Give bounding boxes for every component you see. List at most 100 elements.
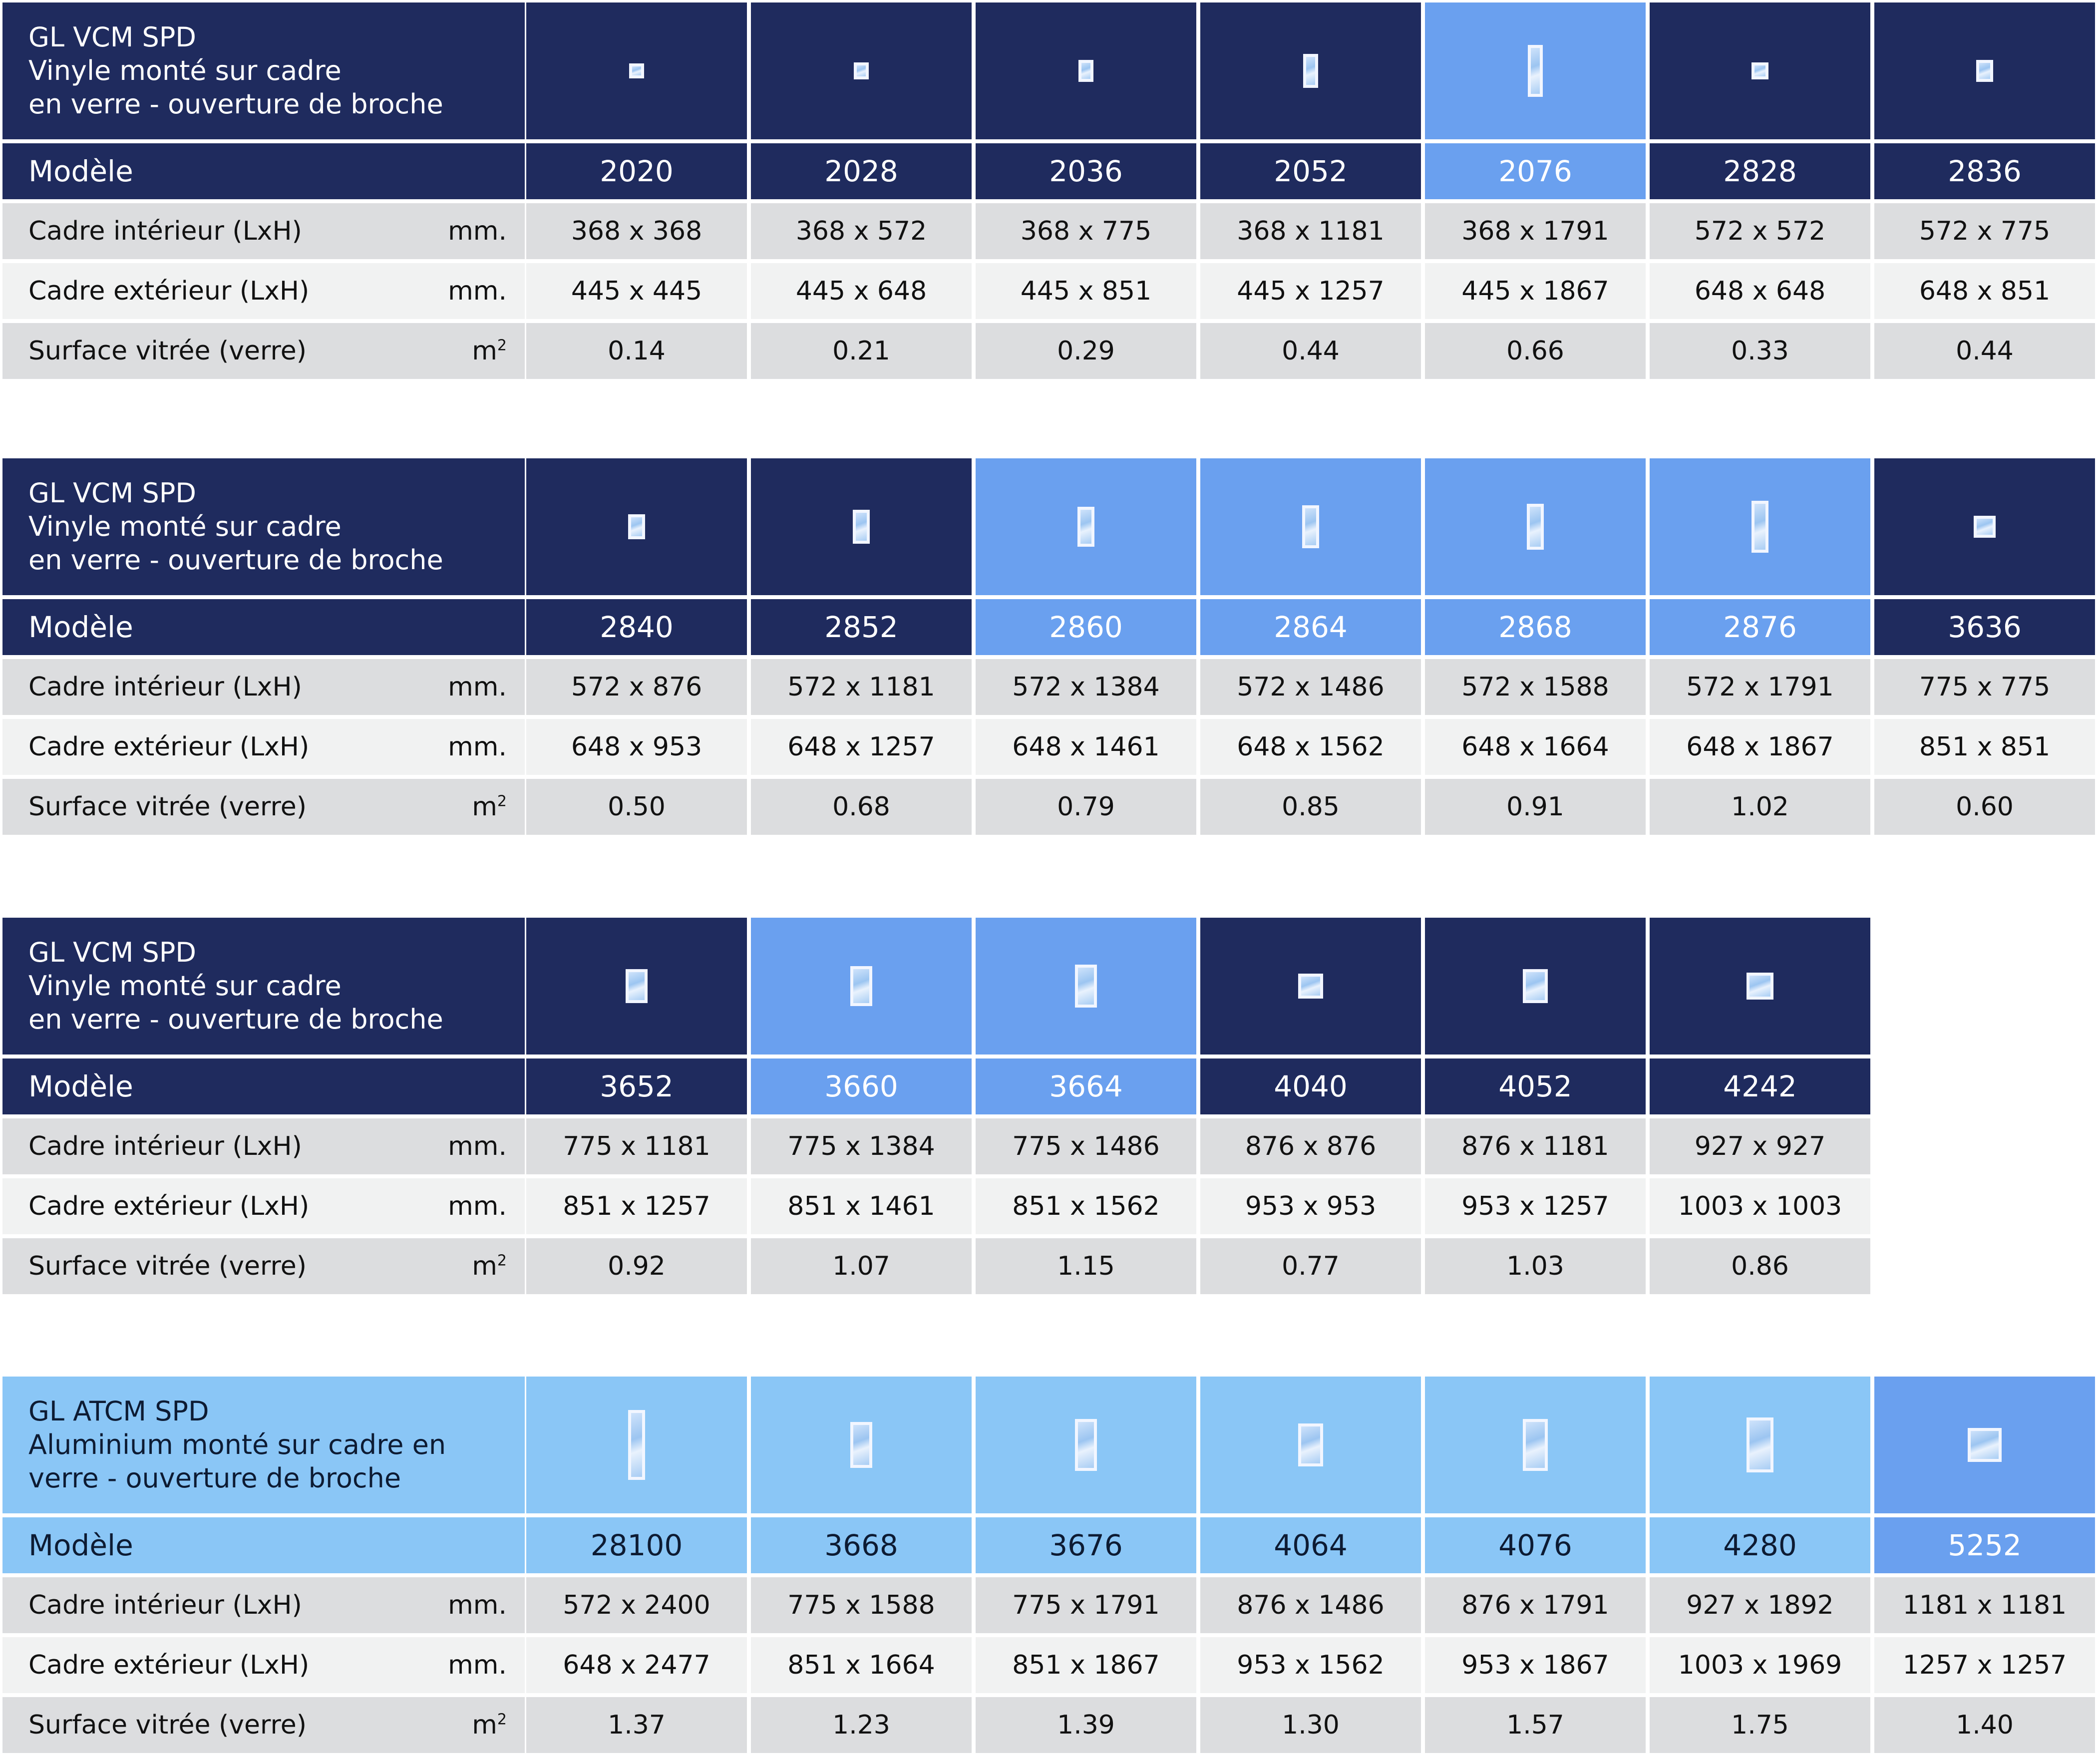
model-number: 3636 <box>1874 599 2095 655</box>
model-number: 2860 <box>976 599 1196 655</box>
window-icon <box>1973 515 1996 538</box>
row-label-text: Surface vitrée (verre) <box>28 336 307 366</box>
window-icon <box>1527 503 1544 550</box>
row-label-text: Cadre extérieur (LxH) <box>28 276 310 306</box>
value-inner: 572 x 572 <box>1650 203 1870 259</box>
row-label-text: Cadre extérieur (LxH) <box>28 1650 310 1680</box>
row-label-text: Cadre intérieur (LxH) <box>28 1131 302 1161</box>
model-number: 2868 <box>1425 599 1646 655</box>
window-icon <box>1751 62 1768 79</box>
window-icon <box>1747 1417 1773 1472</box>
unit-text: m <box>472 1710 497 1740</box>
value-outer: 953 x 1867 <box>1425 1637 1646 1693</box>
value-outer: 648 x 851 <box>1874 263 2095 319</box>
value-outer: 648 x 2477 <box>526 1637 747 1693</box>
value-outer: 953 x 1562 <box>1200 1637 1421 1693</box>
row-label-glass: Surface vitrée (verre) m2 <box>2 1697 525 1753</box>
value-outer: 1003 x 1003 <box>1650 1178 1870 1234</box>
value-inner: 368 x 368 <box>526 203 747 259</box>
row-label-outer: Cadre extérieur (LxH) mm. <box>2 719 525 775</box>
model-label: Modèle <box>2 1058 525 1114</box>
model-preview-cell <box>1874 2 2095 139</box>
value-glass: 1.30 <box>1200 1697 1421 1753</box>
window-icon <box>625 969 648 1004</box>
model-preview-cell <box>526 918 747 1054</box>
row-label-outer: Cadre extérieur (LxH) mm. <box>2 1178 525 1234</box>
value-inner: 876 x 1181 <box>1425 1118 1646 1174</box>
unit-label: mm. <box>448 1650 507 1680</box>
header-line: en verre - ouverture de broche <box>28 544 443 576</box>
table-header: GL VCM SPD Vinyle monté sur cadre en verre… <box>2 2 525 139</box>
row-label-glass: Surface vitrée (verre) m2 <box>2 1238 525 1294</box>
header-line: GL VCM SPD <box>28 21 196 53</box>
table-header: GL ATCM SPD Aluminium monté sur cadre en v… <box>2 1377 525 1513</box>
value-glass: 0.14 <box>526 323 747 379</box>
unit-label: mm. <box>448 1590 507 1620</box>
model-preview-cell <box>1425 1377 1646 1513</box>
value-glass: 1.57 <box>1425 1697 1646 1753</box>
value-inner: 876 x 1486 <box>1200 1577 1421 1633</box>
row-label-text: Surface vitrée (verre) <box>28 1710 307 1740</box>
window-icon <box>1077 506 1094 547</box>
value-outer: 445 x 851 <box>976 263 1196 319</box>
unit-text: mm. <box>448 216 507 246</box>
window-icon <box>854 62 869 79</box>
value-outer: 648 x 1461 <box>976 719 1196 775</box>
model-preview-cell <box>976 2 1196 139</box>
model-preview-cell <box>526 2 747 139</box>
model-number: 3652 <box>526 1058 747 1114</box>
model-preview-cell <box>751 2 972 139</box>
model-preview-cell <box>1650 458 1870 595</box>
window-icon <box>1074 1419 1097 1471</box>
model-preview-cell <box>1200 1377 1421 1513</box>
row-label-text: Cadre intérieur (LxH) <box>28 1590 302 1620</box>
value-inner: 775 x 1486 <box>976 1118 1196 1174</box>
value-outer: 445 x 1867 <box>1425 263 1646 319</box>
value-glass: 1.75 <box>1650 1697 1870 1753</box>
value-inner: 876 x 876 <box>1200 1118 1421 1174</box>
value-glass: 1.02 <box>1650 779 1870 835</box>
row-label-text: Cadre extérieur (LxH) <box>28 732 310 762</box>
model-preview-cell <box>976 918 1196 1054</box>
header-line: Vinyle monté sur cadre <box>28 970 342 1002</box>
model-preview-cell <box>1650 918 1870 1054</box>
model-preview-cell <box>1425 458 1646 595</box>
model-preview-cell <box>976 1377 1196 1513</box>
value-inner: 572 x 1791 <box>1650 659 1870 715</box>
model-number: 3660 <box>751 1058 972 1114</box>
value-inner: 927 x 927 <box>1650 1118 1870 1174</box>
window-icon <box>628 514 645 540</box>
value-outer: 953 x 953 <box>1200 1178 1421 1234</box>
value-glass: 0.85 <box>1200 779 1421 835</box>
model-preview-cell <box>1650 2 1870 139</box>
row-label-inner: Cadre intérieur (LxH) mm. <box>2 203 525 259</box>
value-glass: 0.33 <box>1650 323 1870 379</box>
row-label-text: Cadre intérieur (LxH) <box>28 672 302 702</box>
model-number: 2876 <box>1650 599 1870 655</box>
model-preview-cell <box>1200 458 1421 595</box>
value-inner: 572 x 1486 <box>1200 659 1421 715</box>
model-label: Modèle <box>2 599 525 655</box>
model-preview-cell <box>976 458 1196 595</box>
header-line: Aluminium monté sur cadre en <box>28 1429 446 1460</box>
window-icon <box>628 1410 645 1480</box>
value-inner: 572 x 775 <box>1874 203 2095 259</box>
value-inner: 775 x 1384 <box>751 1118 972 1174</box>
unit-text: mm. <box>448 1650 507 1680</box>
model-number: 2828 <box>1650 143 1870 199</box>
window-icon <box>850 966 873 1007</box>
value-glass: 0.79 <box>976 779 1196 835</box>
value-outer: 445 x 1257 <box>1200 263 1421 319</box>
window-icon <box>1522 1419 1548 1471</box>
row-label-outer: Cadre extérieur (LxH) mm. <box>2 263 525 319</box>
row-label-inner: Cadre intérieur (LxH) mm. <box>2 659 525 715</box>
table-header: GL VCM SPD Vinyle monté sur cadre en verre… <box>2 458 525 595</box>
model-number: 2840 <box>526 599 747 655</box>
model-preview-cell <box>751 1377 972 1513</box>
unit-label: m2 <box>472 792 507 822</box>
unit-text: mm. <box>448 672 507 702</box>
model-number: 4040 <box>1200 1058 1421 1114</box>
model-preview-cell <box>1650 1377 1870 1513</box>
value-outer: 851 x 1867 <box>976 1637 1196 1693</box>
model-number: 2852 <box>751 599 972 655</box>
